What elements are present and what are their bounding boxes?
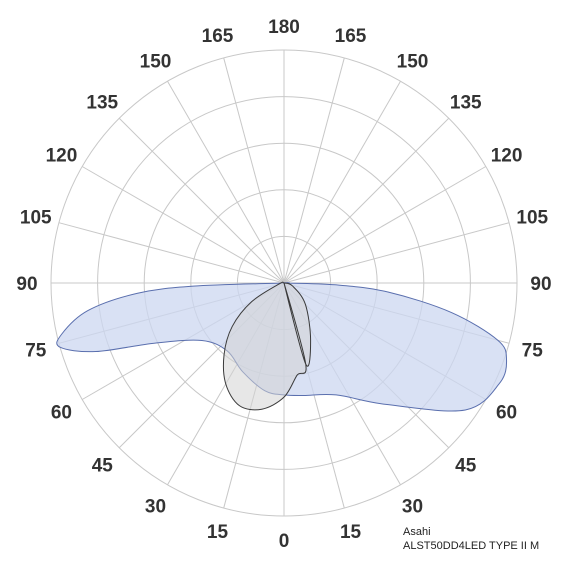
manufacturer-label: Asahi bbox=[403, 526, 431, 538]
angle-tick-label-right: 165 bbox=[335, 26, 367, 47]
angle-tick-label-right: 45 bbox=[455, 456, 477, 477]
angle-tick-label-right: 150 bbox=[397, 51, 429, 72]
grid-spoke bbox=[81, 166, 285, 284]
grid-spoke bbox=[283, 80, 401, 284]
series-b-distribution bbox=[222, 281, 312, 411]
angle-tick-label-right: 15 bbox=[340, 522, 362, 543]
angle-tick-label-left: 165 bbox=[202, 26, 234, 47]
angle-tick-label-left: 0 bbox=[279, 531, 290, 552]
angle-tick-label-right: 135 bbox=[450, 92, 482, 113]
grid-spoke bbox=[283, 166, 487, 284]
angle-tick-label-right: 30 bbox=[402, 497, 423, 518]
angle-tick-label-left: 180 bbox=[268, 17, 300, 38]
grid-spoke bbox=[283, 222, 510, 284]
angle-tick-label-left: 105 bbox=[20, 207, 52, 228]
grid-spoke bbox=[283, 57, 345, 284]
angle-tick-label-right: 75 bbox=[522, 341, 544, 362]
grid-spoke bbox=[167, 80, 285, 284]
angle-tick-label-left: 60 bbox=[51, 403, 72, 424]
angle-labels: 0 15 30 45 60 75 90 105 120 135 150 165 180 15 30 45 60 7… bbox=[16, 17, 551, 552]
grid-spoke bbox=[118, 117, 285, 284]
angle-tick-label-left: 75 bbox=[25, 341, 47, 362]
angle-tick-label-right: 120 bbox=[491, 146, 523, 167]
grid-spoke bbox=[283, 117, 450, 284]
model-label: ALST50DD4LED TYPE II M bbox=[403, 540, 539, 552]
angle-tick-label-left: 135 bbox=[86, 92, 118, 113]
angle-tick-label-left: 90 bbox=[16, 274, 37, 295]
angle-tick-label-left: 15 bbox=[207, 522, 229, 543]
angle-tick-label-left: 120 bbox=[46, 146, 78, 167]
angle-tick-label-right: 105 bbox=[516, 207, 548, 228]
grid-spoke bbox=[58, 222, 285, 284]
angle-tick-label-left: 30 bbox=[145, 497, 166, 518]
series-layer bbox=[56, 281, 508, 412]
angle-tick-label-right: 90 bbox=[530, 274, 551, 295]
angle-tick-label-left: 150 bbox=[140, 51, 172, 72]
angle-tick-label-left: 45 bbox=[92, 456, 114, 477]
angle-tick-label-right: 60 bbox=[496, 403, 517, 424]
grid-spoke bbox=[223, 57, 285, 284]
